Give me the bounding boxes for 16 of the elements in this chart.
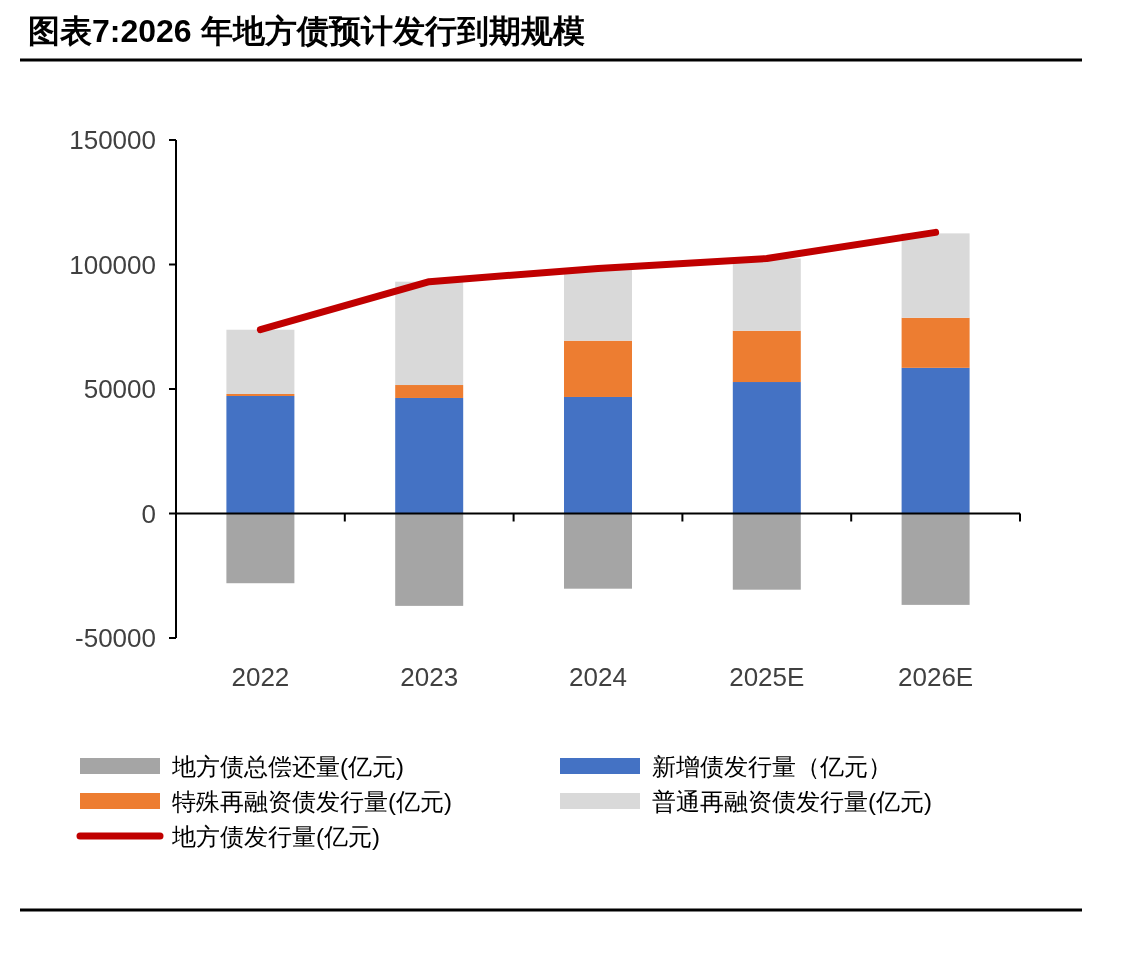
y-tick-label: 100000 <box>69 249 156 280</box>
x-tick-label: 2025E <box>729 662 805 692</box>
x-tick-label: 2026E <box>898 662 974 692</box>
legend-label: 地方债发行量(亿元) <box>171 823 380 850</box>
legend-label: 地方债总偿还量(亿元) <box>171 753 404 780</box>
legend-label: 新增债发行量（亿元） <box>652 753 892 780</box>
y-tick-label: -50000 <box>75 623 156 653</box>
title: 图表7:2026 年地方债预计发行到期规模 <box>28 13 585 49</box>
x-tick-label: 2022 <box>231 662 290 692</box>
y-tick-label: 150000 <box>69 125 156 155</box>
y-tick-label: 50000 <box>83 374 156 404</box>
x-tick-label: 2024 <box>569 662 627 692</box>
y-tick-label: 0 <box>141 498 156 529</box>
legend-label: 特殊再融资债发行量(亿元) <box>172 788 452 815</box>
legend-label: 普通再融资债发行量(亿元) <box>652 788 932 815</box>
x-tick-label: 2023 <box>400 662 459 692</box>
